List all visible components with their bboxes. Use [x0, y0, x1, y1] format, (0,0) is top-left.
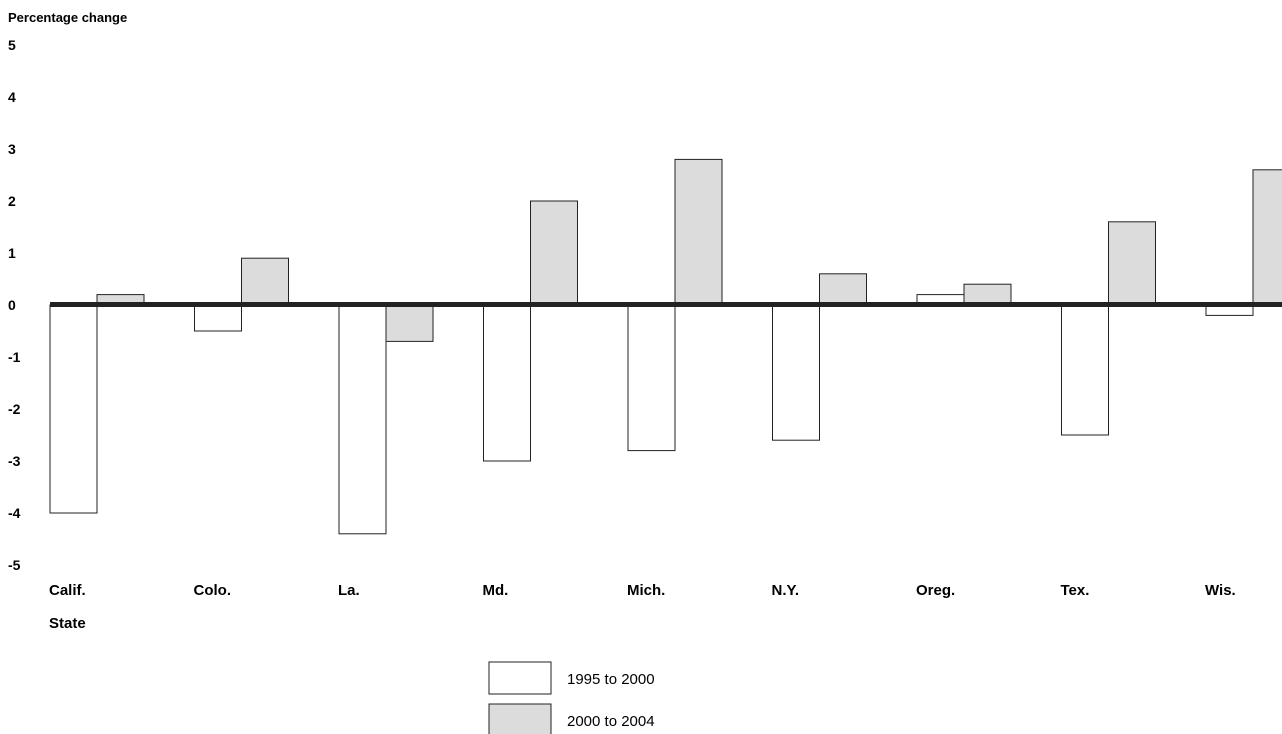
- legend-swatch: [488, 661, 552, 695]
- bar-1995-2000: [772, 304, 820, 441]
- bar-2000-2004: [241, 257, 289, 306]
- bar-2000-2004: [1108, 221, 1156, 306]
- bars: [49, 158, 1282, 535]
- x-axis-ticks: Calif. Colo. La. Md. Mich. N.Y. Oreg. Tex. Wis.: [49, 582, 1236, 599]
- x-tick-label: Colo.: [194, 582, 232, 599]
- bar-2000-2004: [963, 283, 1012, 306]
- bar-2000-2004: [530, 200, 578, 306]
- x-axis-title: State: [49, 615, 86, 632]
- legend: 1995 to 2000 2000 to 2004: [488, 661, 655, 734]
- y-tick-label: -5: [8, 557, 21, 573]
- bar-1995-2000: [627, 304, 676, 452]
- y-tick-label: -3: [8, 453, 21, 469]
- x-tick-label: Mich.: [627, 582, 665, 599]
- x-tick-label: Tex.: [1061, 582, 1090, 599]
- y-axis-ticks: 5 4 3 2 1 0 -1 -2 -3 -4 -5: [8, 37, 21, 573]
- legend-label: 1995 to 2000: [567, 671, 655, 688]
- y-tick-label: 5: [8, 37, 16, 53]
- bar-1995-2000: [194, 304, 242, 332]
- legend-swatch: [488, 703, 552, 734]
- bar-1995-2000: [483, 304, 531, 462]
- bar-2000-2004: [1252, 169, 1282, 306]
- bar-1995-2000: [49, 304, 98, 514]
- y-tick-label: 2: [8, 193, 16, 209]
- y-tick-label: 4: [8, 89, 16, 105]
- y-tick-label: -4: [8, 505, 21, 521]
- x-tick-label: La.: [338, 582, 360, 599]
- bar-1995-2000: [1061, 304, 1109, 436]
- y-tick-label: 1: [8, 245, 16, 261]
- bar-1995-2000: [338, 304, 387, 535]
- x-tick-label: Wis.: [1205, 582, 1236, 599]
- bar-2000-2004: [385, 304, 434, 342]
- y-tick-label: -1: [8, 349, 21, 365]
- x-tick-label: N.Y.: [772, 582, 800, 599]
- bar-2000-2004: [819, 273, 867, 306]
- y-tick-label: 0: [8, 297, 16, 313]
- x-tick-label: Calif.: [49, 582, 86, 599]
- y-axis-title: Percentage change: [8, 10, 127, 25]
- zero-baseline: [50, 302, 1282, 307]
- x-tick-label: Md.: [483, 582, 509, 599]
- bar-2000-2004: [674, 158, 723, 306]
- y-tick-label: 3: [8, 141, 16, 157]
- legend-label: 2000 to 2004: [567, 713, 655, 730]
- y-tick-label: -2: [8, 401, 21, 417]
- x-tick-label: Oreg.: [916, 582, 955, 599]
